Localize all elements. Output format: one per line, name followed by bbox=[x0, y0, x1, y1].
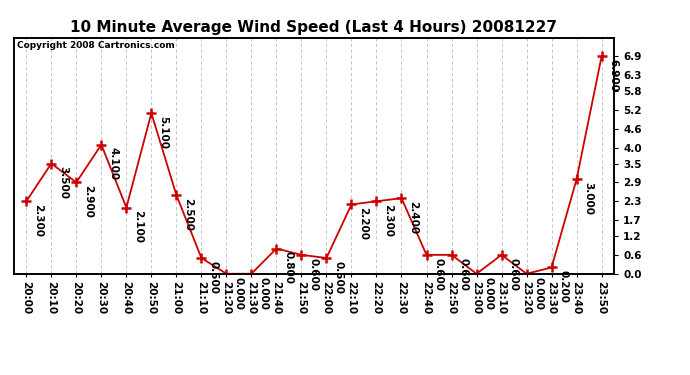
Text: 0.200: 0.200 bbox=[558, 270, 569, 303]
Text: 2.900: 2.900 bbox=[83, 185, 93, 218]
Text: 2.300: 2.300 bbox=[384, 204, 393, 237]
Text: 4.100: 4.100 bbox=[108, 147, 118, 180]
Text: 0.800: 0.800 bbox=[284, 251, 293, 284]
Text: 0.000: 0.000 bbox=[533, 276, 544, 309]
Text: 2.200: 2.200 bbox=[358, 207, 368, 240]
Text: 0.500: 0.500 bbox=[333, 261, 344, 294]
Text: 0.600: 0.600 bbox=[433, 258, 444, 291]
Text: 0.600: 0.600 bbox=[509, 258, 518, 291]
Text: 2.400: 2.400 bbox=[408, 201, 418, 234]
Text: 3.000: 3.000 bbox=[584, 182, 593, 215]
Text: 2.500: 2.500 bbox=[184, 198, 193, 231]
Text: 0.000: 0.000 bbox=[233, 276, 244, 309]
Text: 5.100: 5.100 bbox=[158, 116, 168, 149]
Text: 6.900: 6.900 bbox=[609, 59, 618, 92]
Text: 0.000: 0.000 bbox=[484, 276, 493, 309]
Text: 0.000: 0.000 bbox=[258, 276, 268, 309]
Text: 0.500: 0.500 bbox=[208, 261, 218, 294]
Text: 2.100: 2.100 bbox=[133, 210, 144, 243]
Text: 3.500: 3.500 bbox=[58, 166, 68, 199]
Text: Copyright 2008 Cartronics.com: Copyright 2008 Cartronics.com bbox=[17, 41, 175, 50]
Title: 10 Minute Average Wind Speed (Last 4 Hours) 20081227: 10 Minute Average Wind Speed (Last 4 Hou… bbox=[70, 20, 558, 35]
Text: 0.600: 0.600 bbox=[458, 258, 469, 291]
Text: 2.300: 2.300 bbox=[33, 204, 43, 237]
Text: 0.600: 0.600 bbox=[308, 258, 318, 291]
